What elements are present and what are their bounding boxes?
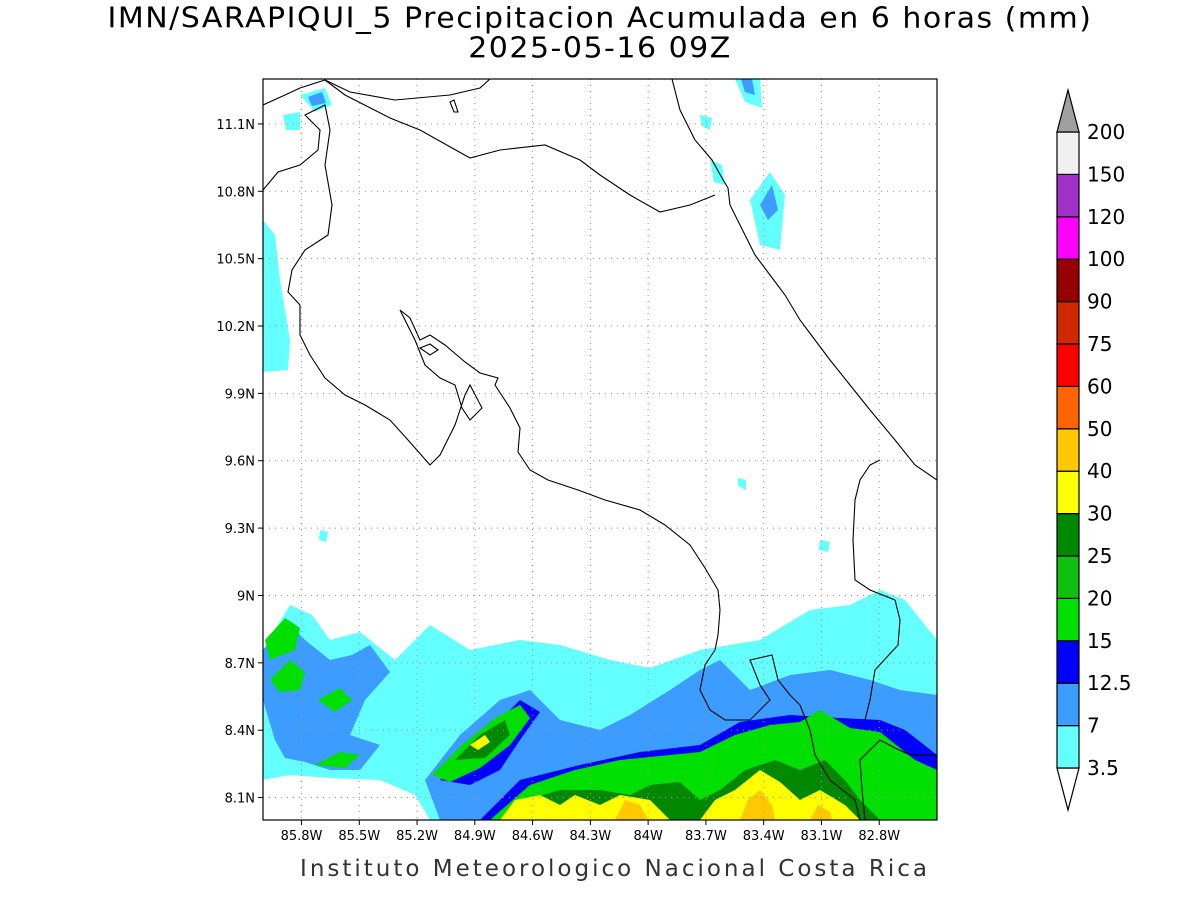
panama-coast (859, 739, 937, 820)
lon-tick-label: 83.7W (685, 829, 727, 844)
colorbar-swatch (1056, 682, 1080, 727)
colorbar-min-arrow (1056, 767, 1080, 813)
latitude-labels: 11.1N 10.8N 10.5N 10.2N 9.9N 9.6N 9.3N 9N 8.7N 8.… (216, 118, 263, 807)
nicaragua-border (263, 79, 716, 213)
precipitation-field (263, 79, 937, 820)
colorbar-label: 25 (1087, 544, 1112, 568)
precip-contour-3-5 (819, 540, 830, 552)
precip-contour-15 (318, 688, 352, 712)
precip-contour-3-5 (283, 112, 300, 130)
colorbar-label: 50 (1087, 417, 1112, 441)
island-icon (449, 99, 459, 113)
map-datetime: 2025-05-16 09Z (468, 31, 732, 66)
precip-contour-7 (760, 185, 778, 220)
colorbar-swatch (1056, 428, 1080, 472)
colorbar-label: 7 (1087, 714, 1100, 738)
pacific-coast-nicoya (263, 104, 721, 651)
colorbar-label: 120 (1087, 205, 1125, 229)
colorbar-swatch (1056, 555, 1080, 600)
lon-tick-label: 84.9W (454, 829, 496, 844)
colorbar-label: 150 (1087, 162, 1125, 186)
colorbar: 3.5 7 12.5 15 20 25 30 40 50 60 75 90 100 120 150 200 (1056, 87, 1132, 813)
precip-contour-15 (270, 660, 305, 692)
pacific-coast-osa (699, 649, 861, 820)
precip-contour-30 (470, 735, 490, 750)
colorbar-swatch (1056, 216, 1080, 260)
lat-tick-label: 8.7N (225, 657, 255, 672)
gulf-coast (864, 599, 901, 721)
lon-tick-label: 83.4W (743, 829, 785, 844)
colorbar-max-arrow (1056, 87, 1080, 133)
lat-tick-label: 8.4N (225, 724, 255, 739)
colorbar-label: 75 (1087, 332, 1112, 356)
colorbar-swatch (1056, 343, 1080, 388)
precip-contour-3-5 (735, 79, 762, 108)
colorbar-swatch (1056, 470, 1080, 515)
lat-tick-label: 9.6N (225, 455, 255, 470)
colorbar-label: 60 (1087, 374, 1112, 398)
map-grid (263, 79, 937, 820)
precip-contour-40 (740, 790, 775, 820)
colorbar-label: 12.5 (1087, 671, 1132, 695)
footer-credit: Instituto Meteorologico Nacional Costa R… (300, 856, 930, 882)
lon-tick-label: 85.2W (396, 829, 438, 844)
lon-tick-label: 84.3W (569, 829, 611, 844)
precip-contour-3-5 (738, 478, 746, 490)
map-title: IMN/SARAPIQUI_5 Precipitacion Acumulada … (107, 1, 1093, 36)
colorbar-swatch (1056, 258, 1080, 303)
precip-contour-15 (265, 618, 300, 660)
colorbar-swatch (1056, 131, 1080, 176)
lon-tick-label: 84.6W (512, 829, 554, 844)
precip-contour-3-5 (710, 160, 725, 185)
lon-tick-label: 84W (633, 829, 663, 844)
precip-contour-15 (315, 752, 360, 768)
colorbar-swatch (1056, 724, 1080, 769)
lon-tick-label: 85.5W (338, 829, 380, 844)
caribbean-coast (671, 79, 937, 481)
colorbar-label: 90 (1087, 290, 1112, 314)
colorbar-swatch (1056, 512, 1080, 557)
lon-tick-label: 82.8W (858, 829, 900, 844)
precip-contour-3-5 (263, 220, 290, 372)
lat-tick-label: 9.3N (225, 522, 255, 537)
colorbar-swatch (1056, 385, 1080, 430)
colorbar-label: 20 (1087, 586, 1112, 610)
colorbar-label: 30 (1087, 502, 1112, 526)
map-frame (262, 78, 938, 821)
lat-tick-label: 11.1N (216, 118, 255, 133)
colorbar-swatch (1056, 301, 1080, 345)
lat-tick-label: 9.9N (225, 387, 255, 402)
colorbar-label: 40 (1087, 459, 1112, 483)
precip-contour-40 (615, 800, 648, 820)
precip-contour-3-5 (700, 115, 712, 130)
panama-border (852, 459, 896, 601)
precip-contour-40 (810, 805, 832, 820)
lat-tick-label: 10.2N (216, 320, 255, 335)
colorbar-label: 15 (1087, 629, 1112, 653)
colorbar-swatch (1056, 640, 1080, 684)
lake-nicaragua-shore (324, 79, 491, 101)
lon-tick-label: 83.1W (801, 829, 843, 844)
colorbar-swatch (1056, 173, 1080, 218)
lat-tick-label: 10.8N (216, 185, 255, 200)
longitude-labels: 85.8W 85.5W 85.2W 84.9W 84.6W 84.3W 84W 83.7W 83… (281, 820, 900, 844)
precip-contour-3-5 (319, 530, 328, 542)
colorbar-label: 200 (1087, 120, 1125, 144)
lat-tick-label: 8.1N (225, 792, 255, 807)
colorbar-swatch (1056, 597, 1080, 642)
lat-tick-label: 9N (237, 589, 255, 604)
lon-tick-label: 85.8W (281, 829, 323, 844)
lat-tick-label: 10.5N (216, 253, 255, 268)
precip-contour-7 (741, 79, 755, 95)
coastline-borders (263, 79, 937, 820)
precip-contour-7 (308, 92, 326, 106)
inlet-icon (418, 343, 439, 356)
colorbar-label: 100 (1087, 247, 1125, 271)
colorbar-label: 3.5 (1087, 756, 1119, 780)
